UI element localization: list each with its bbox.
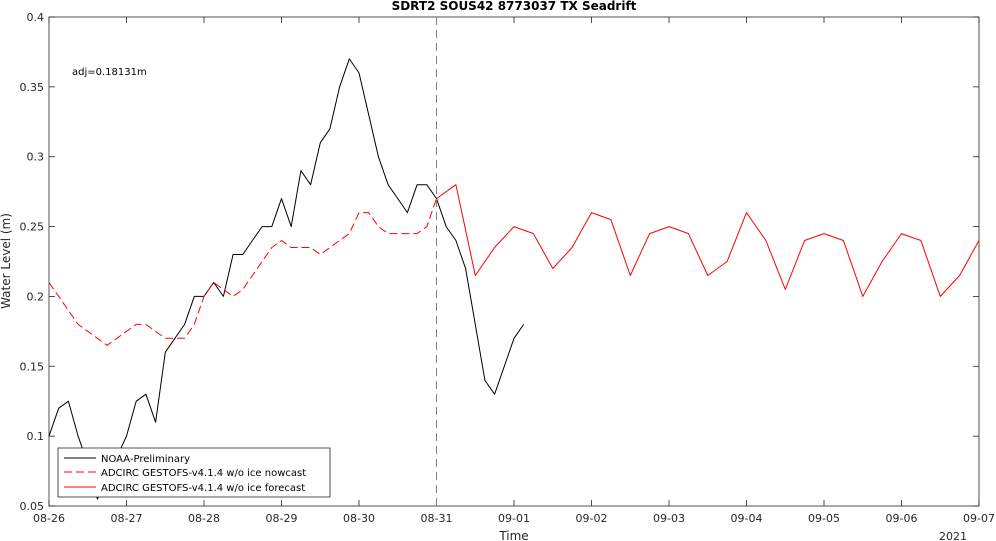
y-tick-label: 0.05 (20, 500, 45, 513)
y-tick-label: 0.15 (20, 360, 45, 373)
legend-label-observed: NOAA-Preliminary (101, 454, 190, 465)
x-tick-label: 08-27 (111, 512, 143, 525)
x-tick-label: 09-03 (653, 512, 685, 525)
year-label: 2021 (939, 530, 967, 541)
x-tick-label: 08-26 (33, 512, 65, 525)
x-tick-label: 09-07 (963, 512, 995, 525)
plot-area (48, 16, 980, 507)
adjustment-annotation: adj=0.18131m (72, 67, 147, 78)
x-tick-label: 09-02 (576, 512, 608, 525)
y-tick-labels: 0.05 0.1 0.15 0.2 0.25 0.3 0.35 0.4 (20, 11, 45, 513)
x-axis-label: Time (498, 529, 528, 541)
legend-label-forecast: ADCIRC GESTOFS-v4.1.4 w/o ice forecast (101, 483, 305, 494)
x-tick-label: 09-05 (808, 512, 840, 525)
x-tick-labels: 08-26 08-27 08-28 08-29 08-30 08-31 09-01 09-02… (33, 512, 995, 525)
x-tick-label: 08-31 (421, 512, 453, 525)
y-tick-label: 0.1 (27, 430, 45, 443)
y-tick-label: 0.2 (27, 290, 45, 303)
y-tick-label: 0.35 (20, 81, 45, 94)
legend-label-nowcast: ADCIRC GESTOFS-v4.1.4 w/o ice nowcast (101, 468, 306, 479)
legend: NOAA-Preliminary ADCIRC GESTOFS-v4.1.4 w… (57, 447, 331, 498)
x-tick-label: 08-29 (266, 512, 298, 525)
series-forecast-line (436, 184, 980, 297)
chart-title: SDRT2 SOUS42 8773037 TX Seadrift (392, 0, 637, 13)
x-tick-label: 09-04 (731, 512, 763, 525)
x-tick-label: 08-28 (188, 512, 220, 525)
x-tick-label: 09-06 (886, 512, 918, 525)
legend-box (57, 447, 331, 498)
y-tick-label: 0.3 (27, 151, 45, 164)
series-lines (48, 58, 980, 500)
series-observed-line (48, 58, 525, 500)
x-tick-label: 09-01 (498, 512, 530, 525)
x-tick-label: 08-30 (343, 512, 375, 525)
y-tick-label: 0.25 (20, 221, 45, 234)
y-tick-label: 0.4 (27, 11, 45, 24)
y-axis-label: Water Level (m) (0, 213, 13, 309)
